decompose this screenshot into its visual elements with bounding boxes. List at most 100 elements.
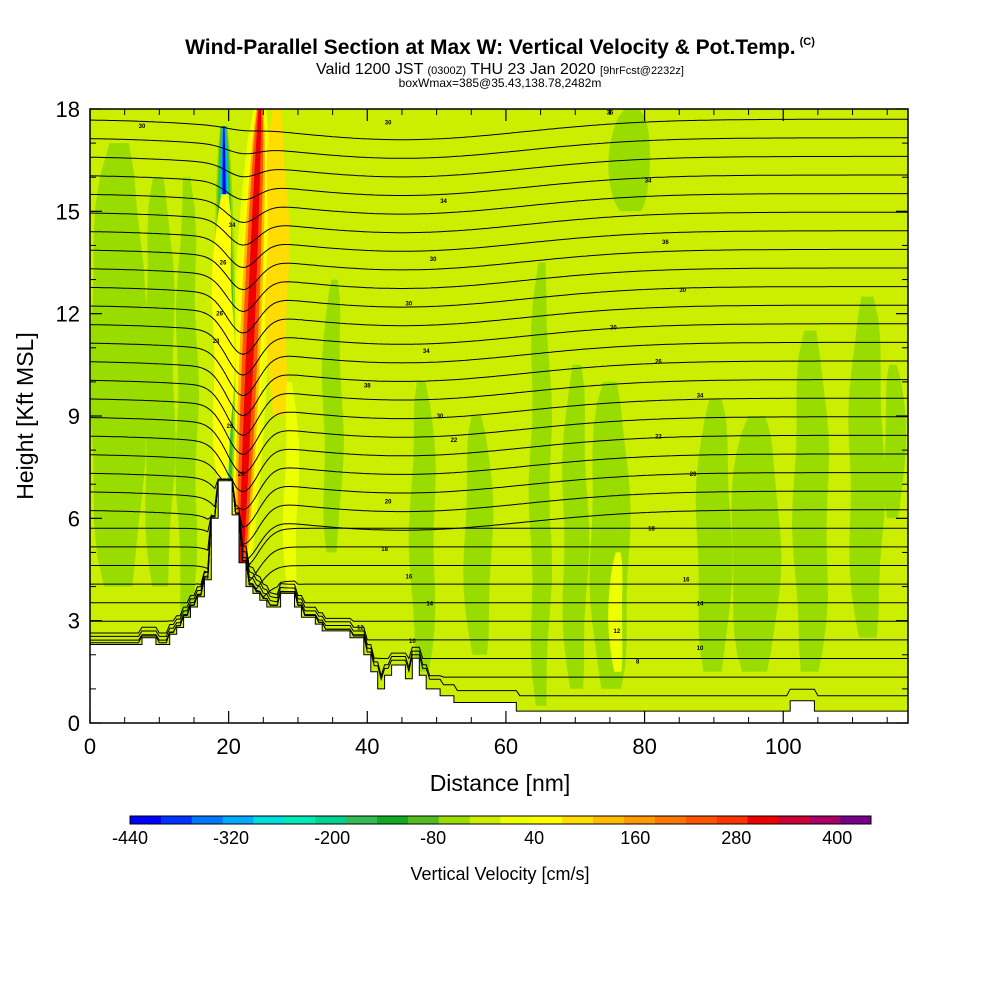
- isentrope-label: 36: [662, 240, 669, 246]
- w-patch: [608, 552, 623, 672]
- isentrope-line: [90, 416, 908, 474]
- chart-subtitle: Valid 1200 JST (0300Z) THU 23 Jan 2020 […: [0, 61, 1000, 79]
- isentrope-line: [90, 304, 908, 355]
- subtitle-date: THU 23 Jan 2020: [470, 61, 596, 78]
- isentrope-label: 12: [357, 625, 364, 631]
- isentrope-label: 18: [381, 547, 388, 553]
- terrain: [90, 480, 908, 723]
- isentrope-label: 30: [385, 121, 392, 127]
- w-patch: [884, 364, 907, 519]
- w-patch: [211, 194, 236, 481]
- isentrope-label: 8: [636, 660, 640, 666]
- isentrope-label: 20: [690, 472, 697, 478]
- colorbar-swatch: [624, 816, 656, 824]
- isentrope-label: 38: [364, 383, 371, 389]
- isentrope-contours: [90, 118, 908, 697]
- subtitle-forecast: [9hrFcst@2232z]: [600, 65, 684, 77]
- isentrope-label: 34: [423, 349, 430, 355]
- isentrope-label: 30: [679, 288, 686, 294]
- colorbar-swatch: [407, 816, 440, 824]
- x-tick-label: 60: [494, 734, 518, 759]
- isentrope-label: 16: [406, 574, 413, 580]
- w-patch: [264, 109, 290, 416]
- colorbar-tick-label: -200: [314, 828, 350, 848]
- w-patch: [90, 143, 146, 587]
- isentrope-label: 14: [697, 602, 704, 608]
- w-patch: [142, 177, 176, 587]
- isentrope-line: [90, 211, 908, 246]
- colorbar-swatch: [253, 816, 285, 824]
- colorbar-swatch: [716, 816, 748, 824]
- colorbar-frame: [129, 815, 872, 825]
- isentrope-label: 30: [437, 414, 444, 420]
- isentrope-label: 26: [655, 359, 662, 365]
- colorbar-swatch: [315, 816, 347, 824]
- y-tick-label: 18: [56, 97, 80, 122]
- isentrope-label: 34: [697, 394, 704, 400]
- colorbar-tick-label: -440: [112, 828, 148, 848]
- isentrope-line: [90, 118, 908, 141]
- w-patch: [463, 416, 494, 655]
- w-patch: [695, 398, 733, 672]
- isentrope-line: [90, 174, 908, 201]
- w-patch: [528, 262, 553, 706]
- x-tick-label: 0: [84, 734, 96, 759]
- subtitle-utc: (0300Z): [427, 65, 467, 77]
- colorbar: -440 -320 -200 -80 40 160 280 400: [112, 815, 872, 848]
- isentrope-label: 34: [229, 223, 236, 229]
- isentrope-label: 18: [648, 527, 655, 533]
- colorbar-label: Vertical Velocity [cm/s]: [410, 864, 589, 884]
- isentrope-label: 10: [409, 639, 416, 645]
- w-patch: [792, 330, 830, 672]
- colorbar-swatch: [438, 816, 470, 824]
- w-patch: [562, 364, 590, 689]
- w-patch: [848, 296, 886, 638]
- x-tick-label: 80: [632, 734, 656, 759]
- isentrope-line: [90, 286, 908, 334]
- subtitle-valid: Valid 1200 JST: [316, 61, 424, 78]
- colorbar-swatch: [222, 816, 254, 824]
- isentrope-label: 26: [216, 312, 223, 318]
- isentrope-label: 16: [683, 578, 690, 584]
- isentrope-label: 26: [220, 261, 227, 267]
- isentrope-label: 22: [655, 434, 662, 440]
- colorbar-tick-label: 40: [524, 828, 544, 848]
- x-axis-label: Distance [nm]: [430, 770, 571, 796]
- isentrope-line: [90, 137, 908, 159]
- isentrope-label: 20: [385, 499, 392, 505]
- colorbar-swatch: [840, 816, 872, 824]
- w-patch: [282, 381, 300, 604]
- chart-title-text: Wind-Parallel Section at Max W: Vertical…: [185, 36, 796, 59]
- isentrope-line: [90, 155, 908, 178]
- isentrope-label: 34: [440, 199, 447, 205]
- colorbar-swatch: [809, 816, 841, 824]
- updraft-level-385: [239, 109, 262, 567]
- colorbar-swatch: [284, 816, 316, 824]
- isentrope-line: [90, 230, 908, 269]
- y-tick-label: 6: [68, 506, 80, 531]
- isentrope-labels: 3030363434342630362630302334303826303426…: [139, 110, 704, 665]
- colorbar-tick-label: 160: [620, 828, 650, 848]
- w-patch: [408, 381, 436, 672]
- isentrope-line: [90, 360, 908, 417]
- isentrope-line: [90, 397, 908, 456]
- chart-box-info: boxWmax=385@35.43,138.78,2482m: [398, 76, 602, 90]
- isentrope-line: [90, 341, 908, 397]
- colorbar-swatch: [346, 816, 378, 824]
- isentrope-line: [90, 453, 908, 511]
- isentrope-label: 30: [139, 124, 146, 130]
- colorbar-swatch: [191, 816, 223, 824]
- x-tick-label: 40: [355, 734, 379, 759]
- w-patch: [175, 177, 200, 621]
- isentrope-label: 20: [238, 472, 245, 478]
- isentrope-label: 22: [451, 438, 458, 444]
- isentrope-line: [90, 434, 908, 493]
- x-tick-label: 20: [216, 734, 240, 759]
- colorbar-swatch: [747, 816, 779, 824]
- colorbar-tick-label: -80: [420, 828, 446, 848]
- colorbar-swatch: [377, 816, 409, 824]
- y-tick-label: 3: [68, 609, 80, 634]
- colorbar-swatch: [562, 816, 594, 824]
